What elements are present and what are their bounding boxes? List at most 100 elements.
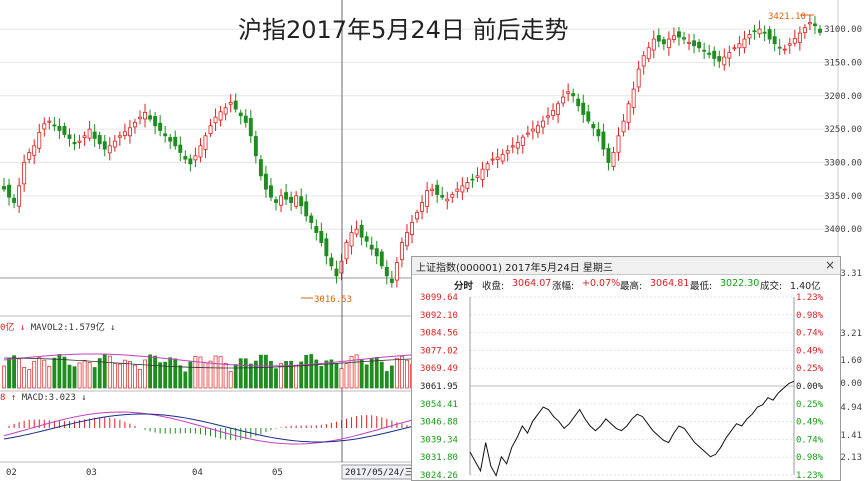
candle [626, 103, 631, 123]
x-tick-label: 05 [272, 468, 283, 478]
candle [797, 32, 802, 43]
volume-bar [22, 367, 27, 389]
candle [571, 93, 576, 97]
candle [178, 144, 183, 153]
macd-label: MACD:3.023 [21, 393, 76, 403]
down-arrow-icon: ↓ [19, 323, 26, 333]
intraday-price-tick: 3054.41 [420, 400, 458, 410]
volume-bar [218, 356, 223, 389]
low-label: 最低: [690, 281, 713, 292]
candle [818, 28, 822, 33]
candle [546, 115, 550, 118]
candle [541, 120, 545, 128]
volume-bar [304, 354, 309, 389]
volume-bar [133, 364, 137, 389]
volume-bar [62, 356, 67, 389]
candle [505, 150, 510, 154]
candle [62, 126, 67, 135]
volume-bar [67, 364, 72, 389]
intraday-pct-tick: 0.25% [796, 400, 824, 410]
volume-bar [183, 371, 188, 389]
volume-indicator-label: 0亿 ↓ MAVOL2:1.579亿 ↓ [0, 320, 116, 333]
volume-bar [37, 357, 42, 389]
candle [163, 133, 168, 137]
candle [420, 202, 425, 212]
candle [284, 192, 289, 200]
volume-bar [82, 359, 87, 389]
candle [67, 134, 72, 139]
candle [465, 182, 470, 189]
macd-tick-label: 4.94 [840, 403, 862, 413]
volume-bar [405, 359, 409, 389]
candle [762, 31, 767, 34]
candle [27, 152, 32, 160]
intraday-chart[interactable]: 3099.64 1.23% 3092.10 0.98% 3084.56 0.74% 3077… [412, 293, 840, 480]
popup-info-bar: 分时 收盘: 3064.07 涨幅: +0.07% 最高: 3064.81 最低… [412, 276, 840, 292]
candle [737, 43, 742, 49]
volume-bar [188, 361, 193, 389]
intraday-price-tick: 3024.26 [420, 471, 458, 480]
change-value: +0.07% [582, 278, 621, 289]
candle [334, 268, 339, 277]
intraday-price-tick: 3099.64 [420, 293, 458, 303]
candle [188, 158, 193, 165]
candle [475, 175, 480, 178]
volume-bar [384, 371, 389, 389]
candle [7, 184, 11, 198]
volume-bar [203, 362, 208, 389]
candle [263, 173, 268, 190]
candle [309, 215, 314, 223]
candle [802, 27, 807, 33]
candle [666, 38, 671, 49]
intraday-price-line [469, 380, 795, 477]
candle [138, 116, 142, 120]
candle [450, 194, 455, 198]
volume-bar [87, 361, 92, 389]
volume-bar [148, 354, 152, 389]
candle [213, 116, 218, 124]
candle [379, 251, 384, 267]
candle [112, 140, 117, 148]
volume-bar [354, 354, 359, 389]
candle [359, 224, 364, 238]
high-label: 最高: [620, 281, 643, 292]
volume-bar [112, 363, 117, 389]
y-tick-label: 3013.31 [824, 269, 862, 279]
candle [717, 56, 722, 62]
candle [692, 40, 697, 47]
volume-tick-label: 0.00 [840, 379, 862, 389]
candle [299, 196, 304, 207]
tab-intraday[interactable]: 分时 [454, 281, 474, 292]
candle [460, 185, 465, 193]
candle [455, 188, 460, 192]
volume-bar [223, 362, 228, 389]
candle [641, 55, 646, 67]
close-icon[interactable]: × [824, 258, 835, 272]
candle [656, 35, 661, 42]
intraday-pct-tick: 0.98% [796, 453, 824, 463]
volume-bar [319, 366, 324, 389]
candle [566, 91, 571, 94]
volume-bar [299, 361, 304, 389]
candle [148, 115, 153, 120]
low-value: 3022.30 [720, 278, 760, 289]
intraday-popup[interactable]: 上证指数(000001) 2017年5月24日 星期三 × 分时 收盘: 306… [411, 256, 841, 481]
volume-bar [253, 360, 258, 389]
candle [228, 102, 233, 105]
candle [253, 136, 258, 157]
volume-bar [178, 365, 183, 389]
candle [319, 230, 324, 243]
candle [344, 242, 349, 260]
volume-bar [107, 355, 112, 389]
volume-bar [77, 362, 82, 389]
candle [87, 128, 92, 139]
intraday-price-tick: 3069.49 [420, 364, 458, 374]
volume-bar [329, 359, 334, 389]
candle [17, 185, 22, 207]
candle [787, 43, 792, 46]
volume-bar [52, 357, 57, 389]
candle [102, 141, 107, 150]
candle [158, 122, 163, 131]
candle [752, 30, 757, 33]
candle [732, 47, 737, 50]
